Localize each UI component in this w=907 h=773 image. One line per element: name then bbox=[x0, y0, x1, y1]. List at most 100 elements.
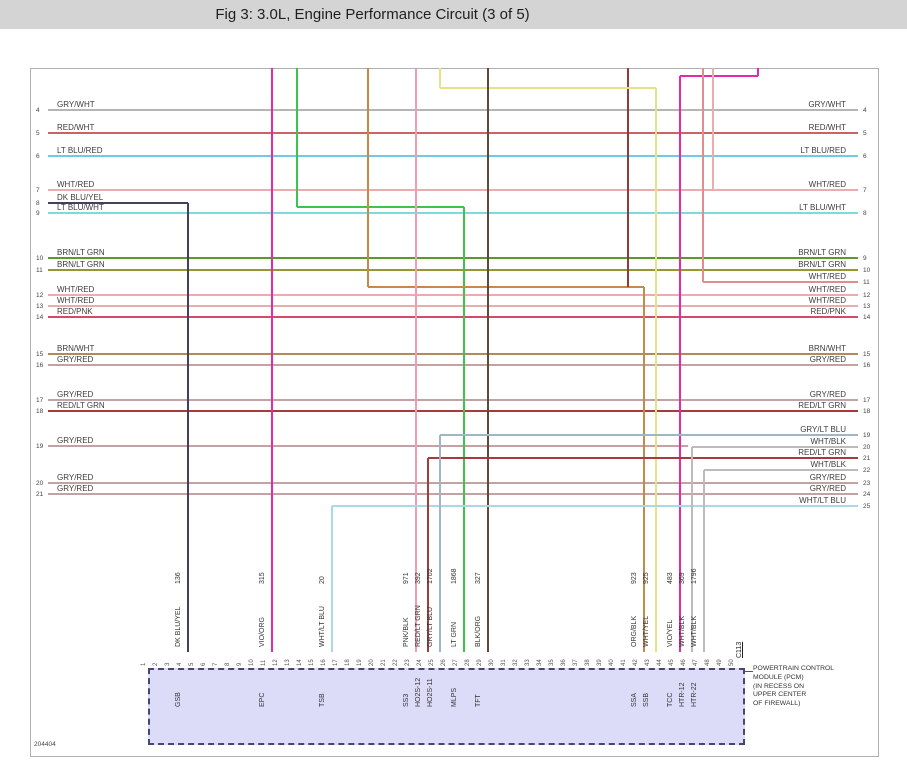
wire-wht-yel-ssb-segment bbox=[439, 68, 441, 88]
row-10-brn-lt-grn-segment bbox=[48, 257, 858, 259]
wire-color-label-left: WHT/RED bbox=[57, 285, 95, 294]
wire-wht-yel-ssb-segment bbox=[655, 88, 657, 652]
row-13-wht-red-segment bbox=[48, 305, 858, 307]
row-20-gry-red-segment bbox=[48, 482, 858, 484]
pcm-note: POWERTRAIN CONTROL MODULE (PCM) (IN RECE… bbox=[753, 665, 835, 708]
pin-signal-label: MLPS bbox=[451, 687, 458, 707]
figure-title: Fig 3: 3.0L, Engine Performance Circuit … bbox=[215, 6, 530, 23]
wire-wht-blk-htr22-segment bbox=[703, 470, 705, 652]
row-6-lt-blu-red-segment bbox=[48, 155, 858, 157]
row-number-right-5: 5 bbox=[863, 130, 867, 137]
row-number-left-9: 9 bbox=[36, 210, 40, 217]
pin-number: 27 bbox=[453, 659, 459, 666]
row-number-left-11: 11 bbox=[36, 267, 43, 274]
pin-number: 21 bbox=[381, 659, 387, 666]
pin-number: 24 bbox=[417, 659, 423, 666]
row-number-left-16: 16 bbox=[36, 362, 44, 369]
wire-color-vertical-label: LT GRN bbox=[451, 621, 458, 647]
pin-number: 23 bbox=[405, 659, 411, 666]
wire-color-label-left: RED/LT GRN bbox=[57, 401, 105, 410]
wire-red-lt-grn-ho2s-segment bbox=[427, 458, 429, 652]
wire-wht-yel-ssb-segment bbox=[440, 87, 656, 89]
wire-wht-red-riser-a-segment bbox=[703, 281, 858, 283]
pin-signal-label: HO2S-12 bbox=[415, 677, 422, 707]
wire-color-label-left: GRY/RED bbox=[57, 473, 94, 482]
pin-number: 17 bbox=[333, 659, 339, 666]
pin-signal-label: HTR-12 bbox=[679, 682, 686, 707]
pin-number: 11 bbox=[261, 659, 267, 666]
row-15-brn-wht-segment bbox=[48, 353, 858, 355]
pin-number: 7 bbox=[213, 662, 219, 666]
row-number-right-15: 15 bbox=[863, 351, 871, 358]
wire-color-label-right: WHT/BLK bbox=[810, 437, 846, 446]
wire-color-label-left: RED/WHT bbox=[57, 123, 95, 132]
wire-color-vertical-label: PNK/BLK bbox=[403, 617, 410, 647]
pin-signal-label: TCC bbox=[667, 692, 674, 707]
circuit-number-label: 1796 bbox=[691, 568, 698, 584]
circuit-number-label: 20 bbox=[319, 576, 326, 584]
wire-color-vertical-label: WHT/BLK bbox=[691, 615, 698, 647]
pin-number: 47 bbox=[693, 659, 699, 666]
wire-color-label-right: RED/PNK bbox=[810, 307, 846, 316]
row-17-gry-red-segment bbox=[48, 399, 858, 401]
pin-number: 46 bbox=[681, 659, 687, 666]
pin-number: 44 bbox=[657, 659, 663, 666]
wire-color-label-right: WHT/RED bbox=[808, 272, 846, 281]
wire-org-blk-ssa-segment bbox=[643, 287, 645, 652]
diagram-frame bbox=[30, 68, 879, 757]
row-19-gry-red-segment bbox=[48, 445, 688, 447]
wire-dk-blu-yel-gsb-segment bbox=[48, 202, 188, 204]
pin-number: 18 bbox=[345, 659, 351, 666]
pin-number: 42 bbox=[633, 659, 639, 666]
row-21-gry-red-segment bbox=[48, 493, 858, 495]
row-number-right-6: 6 bbox=[863, 153, 867, 160]
pin-number: 22 bbox=[393, 659, 399, 666]
row-number-left-18: 18 bbox=[36, 408, 44, 415]
wire-color-label-right: GRY/LT BLU bbox=[800, 425, 846, 434]
row-number-right-20: 20 bbox=[863, 444, 871, 451]
row-4-gry-wht-segment bbox=[48, 109, 858, 111]
row-14-red-pnk-segment bbox=[48, 316, 858, 318]
wire-color-vertical-label: RED/LT GRN bbox=[415, 605, 422, 647]
wire-dk-blu-yel-gsb-segment bbox=[187, 203, 189, 652]
row-number-right-16: 16 bbox=[863, 362, 871, 369]
row-12-wht-red-segment bbox=[48, 294, 858, 296]
wire-color-label-right: GRY/RED bbox=[809, 484, 846, 493]
pin-number: 41 bbox=[621, 659, 627, 666]
wire-color-label-right: LT BLU/WHT bbox=[799, 203, 846, 212]
row-number-right-25: 25 bbox=[863, 503, 871, 510]
wire-color-vertical-label: WHT/BLK bbox=[679, 615, 686, 647]
pin-number: 34 bbox=[537, 659, 543, 666]
row-number-left-8: 8 bbox=[36, 200, 40, 207]
wire-color-vertical-label: VIO/ORG bbox=[259, 617, 266, 647]
row-number-left-15: 15 bbox=[36, 351, 44, 358]
wire-vio-yel-tcc-segment bbox=[757, 68, 759, 76]
pin-signal-label: TFT bbox=[475, 694, 482, 707]
wire-color-label-left: GRY/WHT bbox=[57, 100, 95, 109]
row-7-wht-red-segment bbox=[48, 189, 858, 191]
wire-color-label-left: BRN/WHT bbox=[57, 344, 95, 353]
pin-number: 28 bbox=[465, 659, 471, 666]
wire-maroon-riser-segment bbox=[627, 68, 629, 287]
pin-number: 5 bbox=[189, 662, 195, 666]
wire-color-label-right: WHT/BLK bbox=[810, 460, 846, 469]
pin-number: 3 bbox=[165, 662, 171, 666]
row-number-left-6: 6 bbox=[36, 153, 40, 160]
row-number-left-19: 19 bbox=[36, 443, 44, 450]
pin-number: 33 bbox=[525, 659, 531, 666]
pin-number: 50 bbox=[729, 659, 735, 666]
wire-color-label-right: WHT/RED bbox=[808, 285, 846, 294]
wire-vio-yel-tcc-segment bbox=[680, 75, 758, 77]
figure-header-bar: Fig 3: 3.0L, Engine Performance Circuit … bbox=[0, 0, 907, 29]
row-5-red-wht-segment bbox=[48, 132, 858, 134]
pin-number: 32 bbox=[513, 659, 519, 666]
wire-vio-org-epc-segment bbox=[271, 68, 273, 652]
pcm-note-pointer-line bbox=[745, 671, 753, 672]
pin-signal-label: SS3 bbox=[403, 693, 410, 707]
wire-wht-red-riser-b-segment bbox=[712, 68, 714, 190]
connector-id-label: C113 bbox=[736, 641, 743, 658]
wire-color-vertical-label: BLK/ORG bbox=[475, 615, 482, 647]
pin-number: 4 bbox=[177, 662, 183, 666]
wire-color-label-right: GRY/WHT bbox=[808, 100, 846, 109]
